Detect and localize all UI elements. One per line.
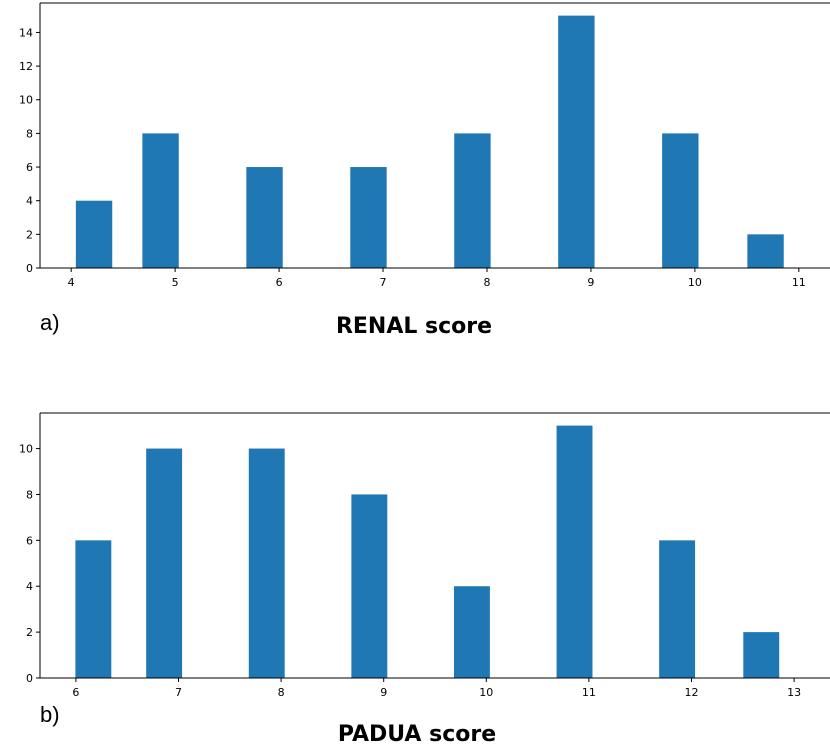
renal-x-tick-label: 8 [483,276,490,289]
padua-bar-9 [351,494,388,678]
padua-y-tick-label: 0 [26,672,33,685]
renal-x-tick-label: 11 [792,276,806,289]
padua-bar-7 [146,448,183,678]
panel-b-label: b) [40,702,60,727]
renal-y-tick-label: 6 [26,161,33,174]
padua-bar-11 [556,425,593,678]
renal-x-axis-title: RENAL score [336,314,492,339]
padua-x-tick-label: 12 [684,686,698,699]
renal-x-tick-label: 5 [172,276,179,289]
renal-y-tick-label: 10 [19,94,33,107]
padua-bar-6 [75,540,112,678]
renal-x-tick-label: 4 [68,276,75,289]
renal-y-tick-label: 4 [26,195,33,208]
padua-y-tick-label: 10 [19,443,33,456]
renal-y-tick-label: 12 [19,60,33,73]
padua-y-tick-label: 8 [26,488,33,501]
renal-x-tick-label: 10 [688,276,702,289]
renal-x-tick-label: 7 [380,276,387,289]
renal-bar-4 [75,200,113,268]
renal-bar-7 [350,167,387,268]
renal-bar-8 [454,133,491,268]
renal-bar-6 [246,167,283,268]
renal-score-chart: 0 2 4 6 8 10 12 14 4 5 6 7 8 9 10 11 [19,2,830,289]
renal-y-tick-label: 2 [26,228,33,241]
padua-y-tick-label: 4 [26,580,33,593]
padua-score-chart: 0 2 4 6 8 10 6 7 8 9 10 11 12 13 [19,412,830,699]
padua-x-tick-label: 8 [278,686,285,699]
renal-y-tick-label: 14 [19,26,33,39]
padua-x-axis-title: PADUA score [338,722,496,747]
renal-x-tick-label: 6 [276,276,283,289]
renal-bar-11 [747,234,784,268]
renal-bar-9 [558,15,595,268]
padua-y-tick-label: 6 [26,534,33,547]
padua-bar-8 [248,448,285,678]
renal-bar-5 [142,133,179,268]
renal-bar-10 [662,133,699,268]
padua-x-tick-label: 9 [380,686,387,699]
padua-bar-12 [659,540,696,678]
padua-y-tick-label: 2 [26,626,33,639]
padua-x-tick-label: 7 [175,686,182,699]
padua-bar-10 [453,586,490,678]
panel-a-label: a) [40,310,60,335]
padua-x-tick-label: 6 [72,686,79,699]
padua-bar-13 [743,632,780,678]
padua-x-tick-label: 10 [479,686,493,699]
padua-x-tick-label: 13 [787,686,801,699]
renal-x-tick-label: 9 [587,276,594,289]
renal-y-tick-label: 0 [26,262,33,275]
padua-x-tick-label: 11 [582,686,596,699]
renal-y-tick-label: 8 [26,127,33,140]
